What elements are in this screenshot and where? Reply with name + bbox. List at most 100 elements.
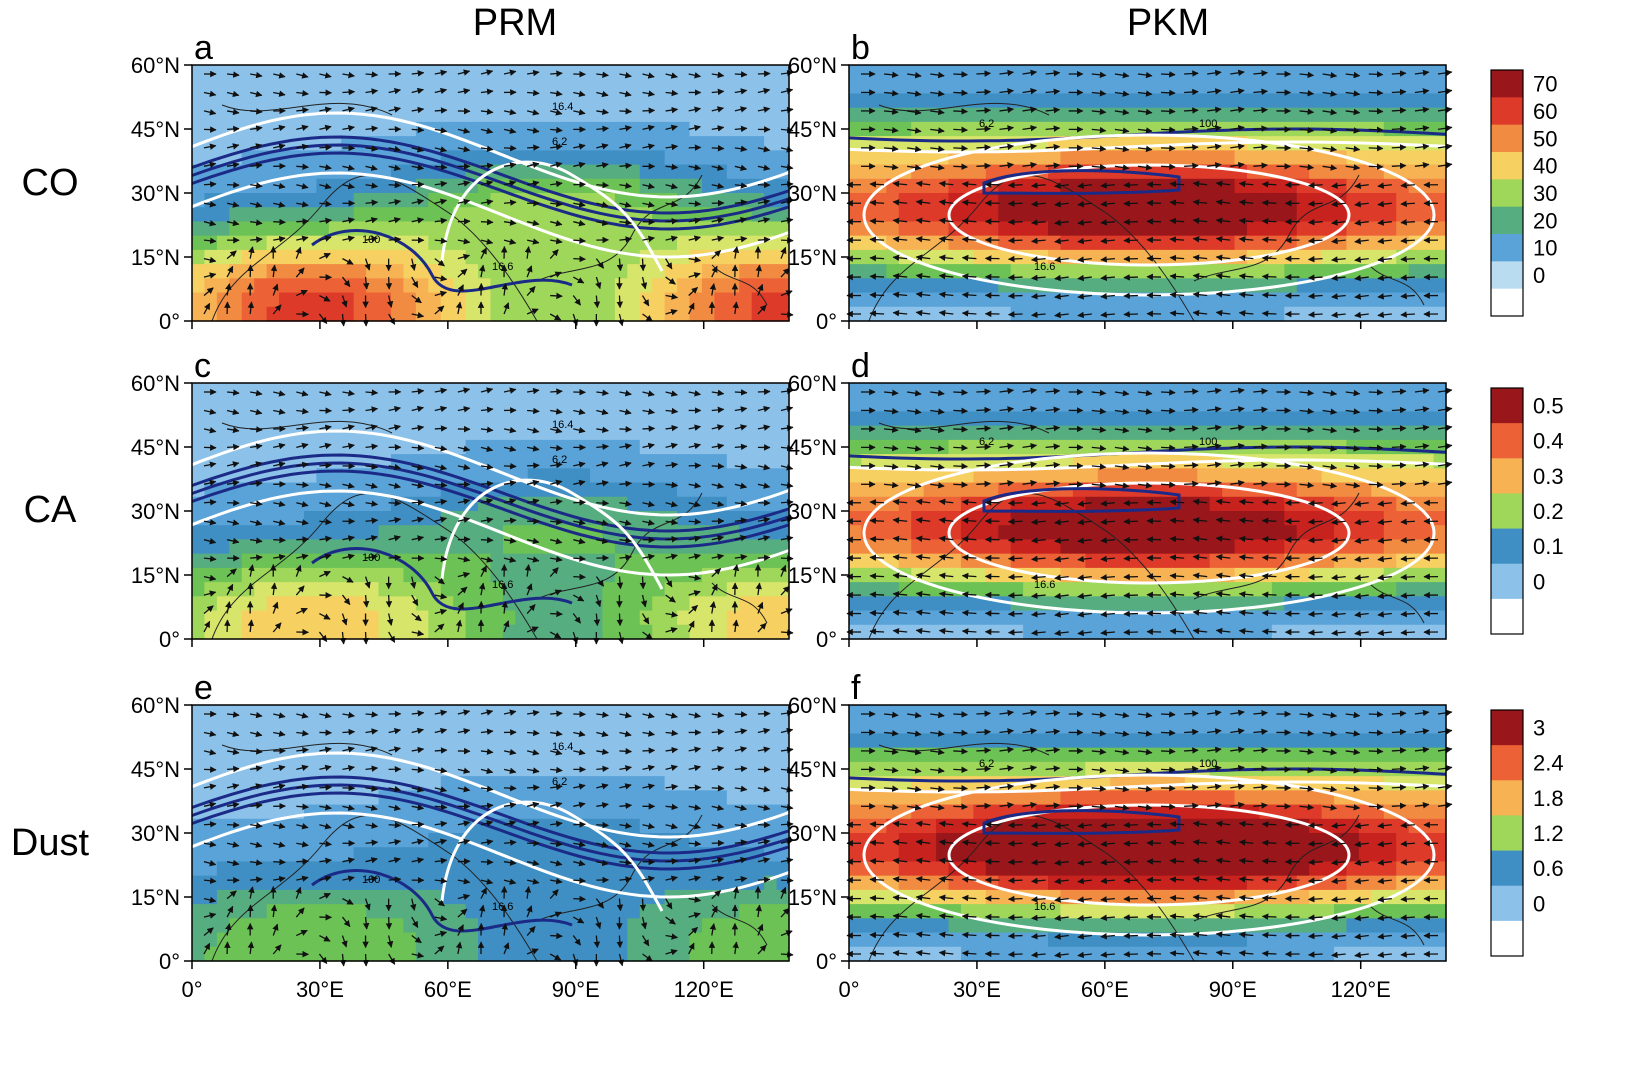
wind-vector [639,258,647,272]
heatmap-cell [378,264,392,279]
heatmap-cell [751,79,765,95]
heatmap-cell [936,221,950,237]
heatmap-cell [204,567,218,583]
heatmap-cell [689,383,703,398]
heatmap-cell [1048,468,1062,484]
wind-vector [227,125,240,133]
heatmap-cell [1433,178,1447,194]
lat-tick-label: 15°N [131,245,180,270]
heatmap-cell [515,164,529,180]
heatmap-cell [960,79,974,95]
heatmap-cell [403,164,417,180]
heatmap-cell [639,292,653,308]
heatmap-cell [602,292,616,308]
heatmap-cell [490,65,504,80]
heatmap-cell [478,278,492,294]
heatmap-cell [1234,93,1248,109]
heatmap-cell [873,79,887,95]
heatmap-cell [1085,65,1099,80]
heatmap-cell [1433,411,1447,427]
heatmap-cell [1408,150,1422,166]
heatmap-cell [726,468,740,484]
heatmap-cell [1234,553,1248,569]
heatmap-cell [490,425,504,441]
heatmap-cell [898,65,912,80]
heatmap-cell [490,193,504,208]
heatmap-cell [415,539,429,555]
heatmap-cell [726,150,740,166]
heatmap-cell [428,79,442,95]
heatmap-cell [886,539,900,555]
heatmap-cell [1048,235,1062,251]
heatmap-cell [911,193,925,208]
heatmap-cell [216,178,230,194]
heatmap-cell [1184,93,1198,109]
heatmap-cell [328,411,342,427]
heatmap-cell [216,306,230,322]
heatmap-cell [353,278,367,294]
lat-tick-label: 30°N [131,499,180,524]
heatmap-cell [328,439,342,455]
heatmap-cell [428,65,442,80]
heatmap-cell [1197,150,1211,166]
wind-vector [1307,218,1323,226]
heatmap-cell [279,278,293,294]
heatmap-cell [192,397,206,413]
wind-vector [953,89,968,97]
heatmap-cell [1296,539,1310,555]
heatmap-cell [465,383,479,398]
heatmap-cell [266,278,280,294]
heatmap-cell [677,439,691,455]
wind-vector [319,462,333,469]
heatmap-cell [1060,553,1074,569]
heatmap-cell [478,221,492,237]
heatmap-cell [911,107,925,123]
heatmap-cell [861,496,875,512]
heatmap-cell [241,221,255,237]
wind-vector [1307,573,1323,581]
heatmap-cell [714,511,728,526]
heatmap-cell [328,624,342,640]
heatmap-cell [985,249,999,265]
heatmap-cell [1396,610,1410,626]
heatmap-cell [428,207,442,223]
heatmap-cell [192,539,206,555]
heatmap-cell [540,249,554,265]
heatmap-cell [1309,65,1323,80]
heatmap-cell [1296,397,1310,413]
lat-tick-label: 15°N [131,563,180,588]
heatmap-cell [936,235,950,251]
heatmap-cell [1321,383,1335,398]
heatmap-cell [229,383,243,398]
heatmap-cell [652,207,666,223]
heatmap-cell [1433,278,1447,294]
heatmap-cell [1358,93,1372,109]
wind-vector [1368,407,1384,415]
wind-vector [434,107,448,114]
heatmap-cell [1433,596,1447,612]
heatmap-cell [502,292,516,308]
wind-vector [203,181,217,188]
heatmap-cell [614,264,628,279]
heatmap-cell [291,178,305,194]
heatmap-cell [614,235,628,251]
heatmap-cell [192,150,206,166]
heatmap-cell [440,454,454,469]
heatmap-cell [948,553,962,569]
heatmap-cell [415,93,429,109]
heatmap-cell [229,278,243,294]
heatmap-cell [490,624,504,640]
heatmap-cell [911,65,925,80]
heatmap-cell [565,383,579,398]
heatmap-cell [764,121,778,137]
heatmap-cell [328,397,342,413]
wind-vector [757,236,771,244]
heatmap-cell [1259,150,1273,166]
heatmap-cell [1271,383,1285,398]
heatmap-cell [552,264,566,279]
heatmap-cell [590,278,604,294]
heatmap-cell [664,65,678,80]
heatmap-cell [776,235,790,251]
heatmap-cell [378,93,392,109]
